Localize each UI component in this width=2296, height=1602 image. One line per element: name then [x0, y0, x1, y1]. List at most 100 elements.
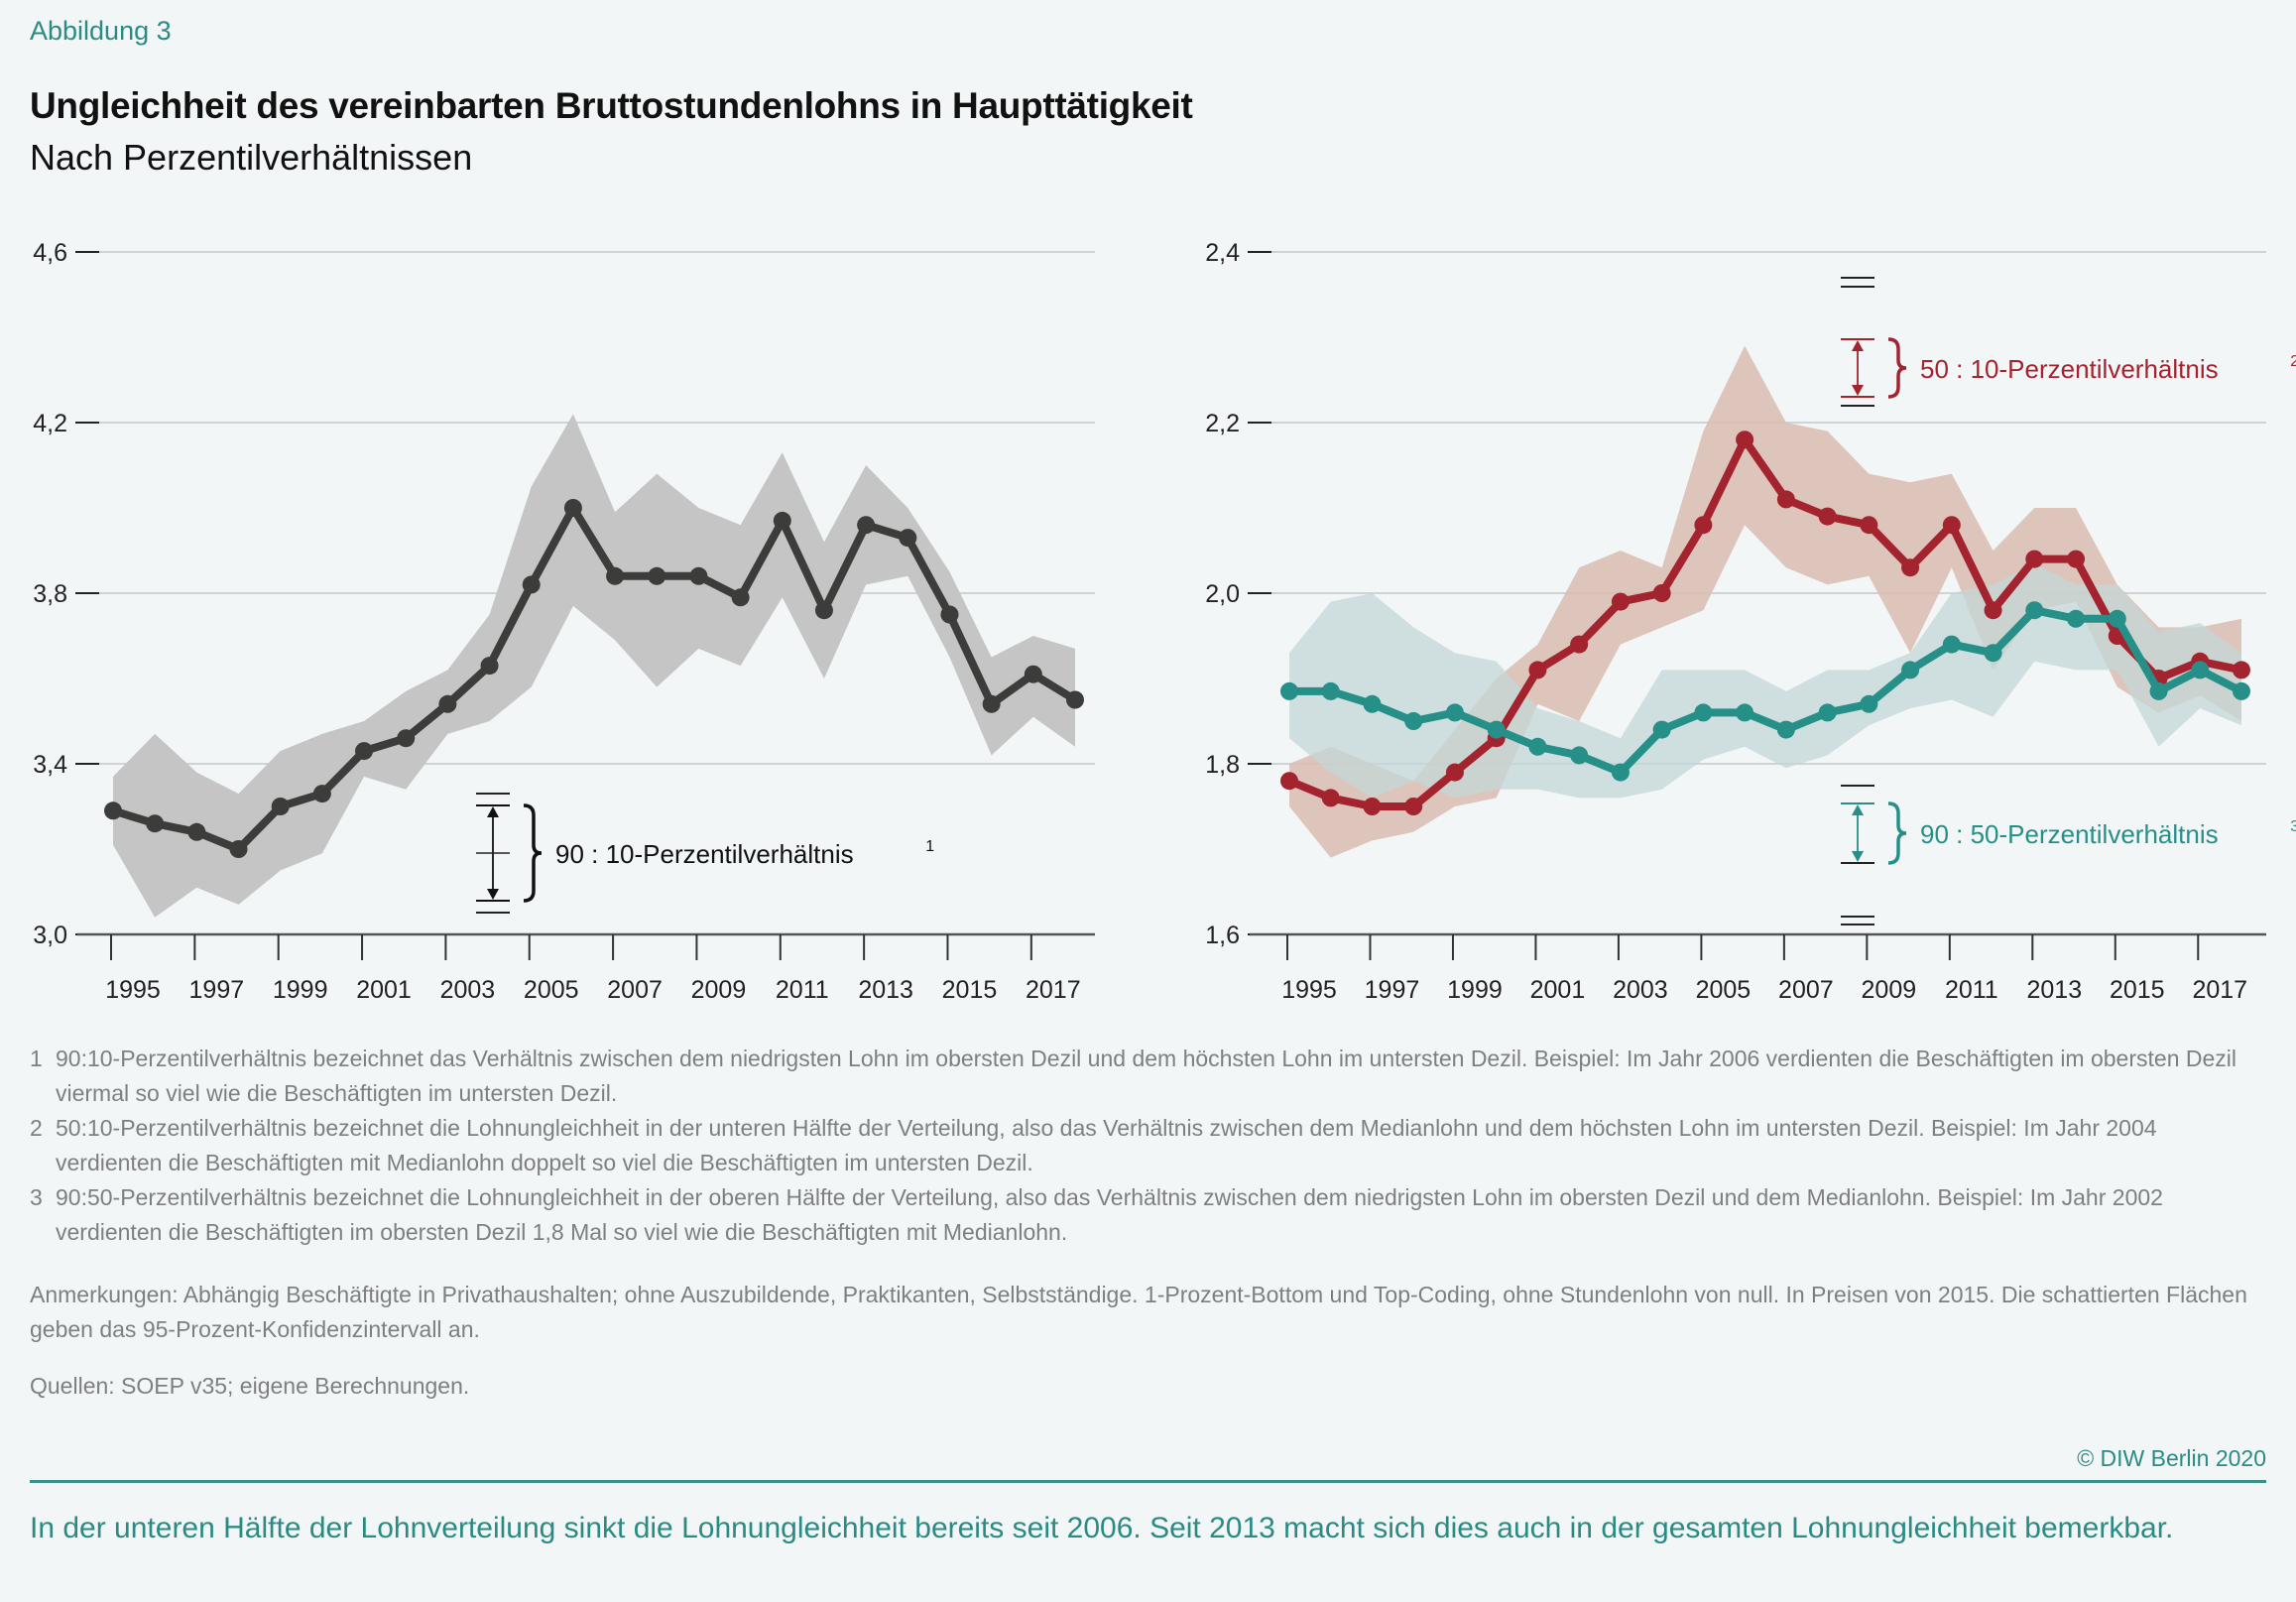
- chart-90-10: 3,0 3,4 3,8 4,2 4,6 1995 1997 1999 2001 2003 2005 2…: [33, 239, 1095, 1004]
- chart-subtitle: Nach Perzentilverhältnissen: [30, 137, 473, 178]
- series-line: [111, 504, 1078, 853]
- data-point: [1776, 490, 1795, 509]
- divider: [30, 1480, 2266, 1483]
- data-point: [899, 529, 917, 548]
- x-tick-label: 1999: [273, 976, 328, 1004]
- x-tick-label: 2015: [2110, 976, 2165, 1004]
- footnote: 2 50:10-Perzentilverhältnis bezeichnet d…: [30, 1111, 2281, 1180]
- data-point: [648, 566, 666, 585]
- data-point: [1860, 516, 1878, 535]
- arrow-up-icon: [487, 806, 499, 817]
- legend-label: 90 : 50-Perzentilverhältnis: [1920, 819, 2219, 849]
- footnote-number: 2: [30, 1115, 43, 1141]
- x-tick-label: 1999: [1447, 976, 1503, 1004]
- data-point: [1570, 635, 1589, 654]
- data-point: [773, 511, 791, 530]
- data-point: [2108, 609, 2126, 628]
- data-point: [2233, 681, 2250, 700]
- copyright: © DIW Berlin 2020: [2077, 1445, 2266, 1471]
- x-tick-label: 2011: [1945, 976, 1998, 1004]
- x-tick-label: 2009: [691, 976, 747, 1004]
- x-tick-label: 1995: [105, 976, 161, 1004]
- x-tick-label: 2001: [1530, 976, 1586, 1004]
- data-point: [1280, 772, 1298, 791]
- x-tick-label: 2013: [2026, 976, 2082, 1004]
- data-point: [438, 694, 457, 713]
- data-point: [563, 499, 582, 517]
- arrow-down-icon: [487, 889, 499, 900]
- data-point: [271, 798, 290, 815]
- data-point: [1528, 661, 1547, 679]
- data-point: [1652, 584, 1671, 602]
- data-point: [1901, 558, 1920, 577]
- data-point: [1024, 665, 1042, 683]
- data-point: [2149, 681, 2168, 700]
- y-tick-label: 4,6: [33, 239, 67, 267]
- footnote-text: 90:50-Perzentilverhältnis bezeichnet die…: [56, 1184, 2163, 1245]
- data-point: [146, 814, 165, 833]
- x-tick-label: 2005: [1696, 976, 1752, 1004]
- arrow-down-icon: [1852, 385, 1864, 396]
- data-point: [1445, 763, 1464, 782]
- footnote-number: 1: [30, 1046, 43, 1071]
- x-tick-label: 1997: [1365, 976, 1420, 1004]
- legend-50-10: 50 : 10-Perzentilverhältnis 2: [1841, 337, 2296, 407]
- footnote: 1 90:10-Perzentilverhältnis bezeichnet d…: [30, 1042, 2281, 1111]
- x-tick-label: 2013: [858, 976, 913, 1004]
- data-point: [312, 785, 331, 803]
- data-point: [187, 822, 206, 841]
- x-tick-label: 2017: [2192, 976, 2247, 1004]
- data-point: [2025, 601, 2044, 620]
- data-point: [480, 657, 499, 676]
- y-tick-label: 1,6: [1205, 922, 1240, 949]
- y-tick-label: 2,4: [1205, 239, 1240, 267]
- footnote-text: 50:10-Perzentilverhältnis bezeichnet die…: [56, 1115, 2157, 1175]
- x-tick-label: 2007: [607, 976, 663, 1004]
- legend-label: 50 : 10-Perzentilverhältnis: [1920, 354, 2219, 384]
- legend-brace-icon: [1887, 801, 1907, 865]
- data-point: [355, 742, 374, 761]
- legend-90-50: 90 : 50-Perzentilverhältnis 3: [1841, 785, 2296, 865]
- data-point: [1363, 798, 1382, 815]
- x-tick-label: 2015: [942, 976, 998, 1004]
- data-point: [1984, 644, 2002, 663]
- data-point: [397, 729, 416, 748]
- data-point: [1321, 681, 1340, 700]
- legend-footnote-ref: 2: [2290, 353, 2296, 370]
- legend-label: 90 : 10-Perzentilverhältnis: [555, 839, 854, 869]
- data-point: [1611, 763, 1630, 782]
- y-tick-label: 2,0: [1205, 580, 1240, 608]
- data-point: [940, 605, 959, 624]
- series-line: [1287, 435, 2242, 810]
- legend-footnote-ref: 1: [925, 838, 934, 855]
- data-point: [1736, 703, 1754, 722]
- y-tick-label: 2,2: [1205, 410, 1240, 437]
- x-tick-label: 2011: [776, 976, 829, 1004]
- x-tick-label: 2003: [1613, 976, 1668, 1004]
- y-tick-label: 4,2: [33, 410, 67, 437]
- legend-brace-icon: [523, 803, 543, 903]
- data-point: [1404, 712, 1423, 730]
- arrow-up-icon: [1852, 340, 1864, 351]
- footnote: 3 90:50-Perzentilverhältnis bezeichnet d…: [30, 1180, 2281, 1250]
- data-point: [1694, 516, 1713, 535]
- data-point: [2233, 661, 2250, 679]
- data-point: [1776, 720, 1795, 739]
- data-point: [982, 694, 1001, 713]
- data-point: [689, 566, 708, 585]
- data-point: [1611, 592, 1630, 611]
- chart-title: Ungleichheit des vereinbarten Bruttostun…: [30, 85, 1193, 126]
- data-point: [2025, 550, 2044, 568]
- x-tick-label: 2007: [1778, 976, 1834, 1004]
- source: Quellen: SOEP v35; eigene Berechnungen.: [30, 1373, 470, 1399]
- data-point: [1652, 720, 1671, 739]
- x-tick-label: 2003: [440, 976, 496, 1004]
- data-point: [857, 516, 876, 535]
- data-point: [2067, 609, 2086, 628]
- footnote-text: 90:10-Perzentilverhältnis bezeichnet das…: [56, 1046, 2236, 1106]
- summary-text: In der unteren Hälfte der Lohnverteilung…: [30, 1512, 2174, 1544]
- data-point: [1487, 720, 1506, 739]
- y-tick-label: 3,0: [33, 922, 67, 949]
- data-point: [1321, 789, 1340, 807]
- data-point: [1736, 431, 1754, 449]
